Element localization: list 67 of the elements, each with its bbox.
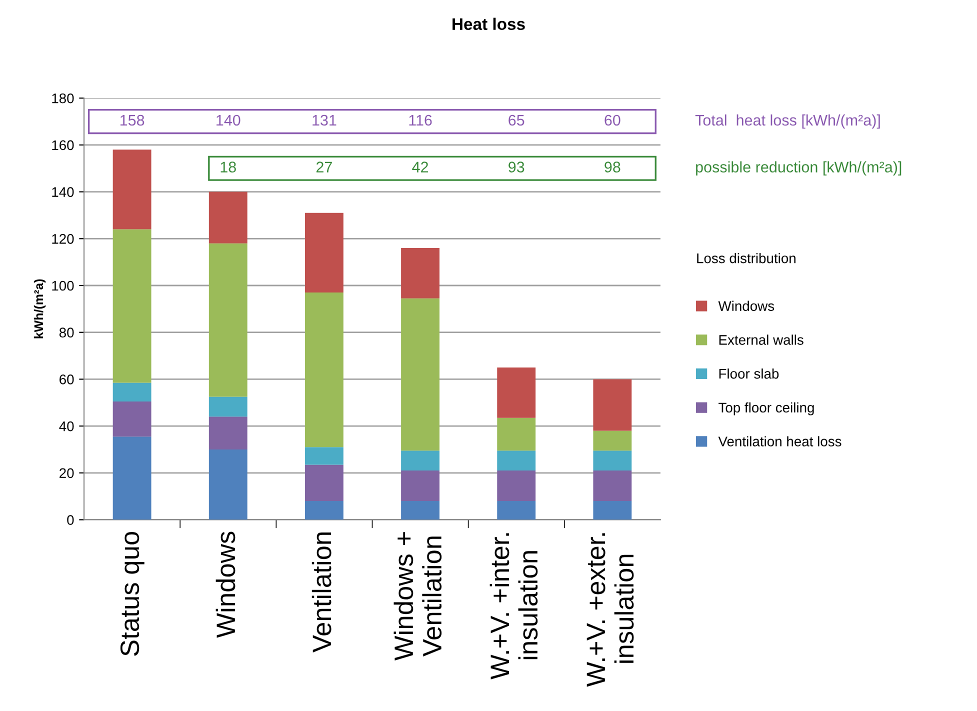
bar [593,379,632,431]
annotation: 140 [216,114,240,126]
bar [401,248,440,298]
annotation: 60 [604,114,620,126]
bar [304,447,344,465]
y-tick-label: 80 [59,328,74,338]
legend-title: Loss distribution [697,253,796,264]
x-tick-label: W.+V. +exter. insulation [586,533,634,687]
text: possible reduction [kWh/(m²a)] [696,161,902,176]
bar [401,470,440,501]
bar [208,243,248,397]
bar [497,367,536,418]
annotation: 116 [409,114,432,126]
annotation: 98 [604,162,620,172]
annotation: 93 [508,162,524,172]
bar [401,501,440,520]
chart-title: Heat loss [452,18,525,30]
bar [112,436,152,520]
bar [593,470,632,501]
annotation: 42 [412,162,428,172]
bar [304,292,344,448]
bar [497,450,536,471]
y-tick-label: 60 [60,374,74,384]
bar [208,449,248,520]
annotation: 65 [508,114,524,126]
bar [401,450,440,471]
annotation: 158 [120,114,144,126]
legend-label: Windows [718,300,774,311]
y-tick-label: 40 [59,421,74,432]
bar [497,418,536,451]
y-axis-title: kWh/(m²a) [34,279,46,338]
legend-label: External walls [719,334,804,345]
legend-label: Floor slab [719,368,779,379]
annotation: 18 [220,162,236,172]
bar [497,470,536,501]
legend-label: Top floor ceiling [718,402,814,416]
bar [112,382,152,402]
bar [593,430,632,451]
x-tick-label: W.+V. +inter. insulation [490,533,538,680]
bar [208,416,248,450]
bar [112,401,152,437]
bar [208,192,248,244]
bar [304,501,344,520]
annotation: 27 [316,162,332,172]
y-tick-label: 180 [52,93,74,104]
bar [304,464,344,501]
bar [593,450,632,471]
x-tick-label: Windows + Ventilation [394,532,442,661]
bar [208,396,248,417]
x-tick-label: Ventilation [312,532,332,653]
bar [304,212,344,293]
text: Total heat loss [kWh/(m²a)] [695,114,880,129]
y-tick-label: 100 [52,280,74,291]
x-tick-label: Windows [216,532,236,638]
bar [112,150,152,230]
y-tick-label: 0 [67,515,74,525]
y-tick-label: 120 [52,234,74,244]
bar [401,298,440,451]
legend-label: Ventilation heat loss [718,436,842,446]
y-tick-label: 160 [52,140,74,150]
y-tick-label: 140 [52,187,74,197]
x-tick-label: Status quo [120,532,144,656]
bar [593,501,632,520]
annotation: 131 [312,114,336,126]
bar [112,229,152,383]
bar [497,501,536,520]
y-tick-label: 20 [60,468,74,478]
